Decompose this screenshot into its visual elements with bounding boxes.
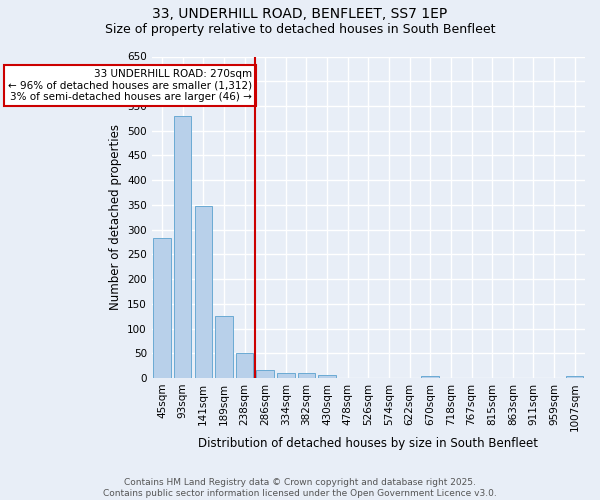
Text: Size of property relative to detached houses in South Benfleet: Size of property relative to detached ho… [105,22,495,36]
Y-axis label: Number of detached properties: Number of detached properties [109,124,122,310]
Bar [215,316,233,378]
Bar [256,370,274,378]
Text: Contains HM Land Registry data © Crown copyright and database right 2025.
Contai: Contains HM Land Registry data © Crown c… [103,478,497,498]
Bar [566,376,583,378]
Bar [277,372,295,378]
Bar [153,238,171,378]
Bar [194,206,212,378]
X-axis label: Distribution of detached houses by size in South Benfleet: Distribution of detached houses by size … [199,437,538,450]
Bar [319,374,336,378]
Bar [298,373,315,378]
Bar [174,116,191,378]
Text: 33, UNDERHILL ROAD, BENFLEET, SS7 1EP: 33, UNDERHILL ROAD, BENFLEET, SS7 1EP [152,8,448,22]
Bar [236,354,253,378]
Text: 33 UNDERHILL ROAD: 270sqm
← 96% of detached houses are smaller (1,312)
3% of sem: 33 UNDERHILL ROAD: 270sqm ← 96% of detac… [8,69,252,102]
Bar [421,376,439,378]
